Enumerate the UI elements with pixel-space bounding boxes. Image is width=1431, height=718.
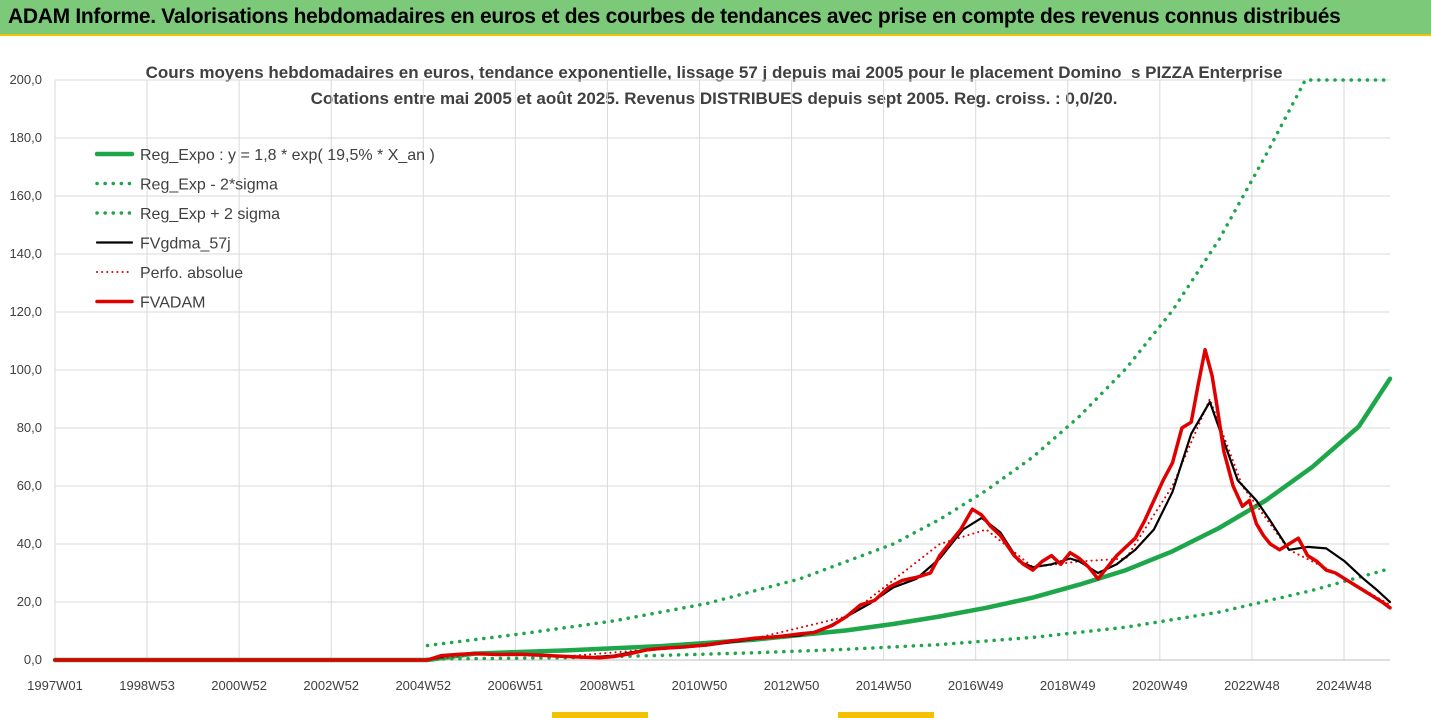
x-tick-label: 2004W52	[395, 678, 451, 693]
legend-label: FVgdma_57j	[140, 236, 231, 253]
x-tick-label: 2016W49	[948, 678, 1004, 693]
x-tick-label: 2022W48	[1224, 678, 1280, 693]
gridlines	[54, 79, 1390, 661]
chart-title: Cours moyens hebdomadaires en euros, ten…	[146, 63, 1283, 82]
y-axis: 0,0 20,0 40,0 60,0 80,0 100,0 120,0 140,0 160,0 1…	[9, 72, 42, 667]
x-tick-label: 2018W49	[1040, 678, 1096, 693]
scroll-marker-right	[838, 712, 934, 718]
x-tick-label: 2000W52	[211, 678, 267, 693]
chart-background	[0, 36, 1431, 718]
legend-label: FVADAM	[140, 295, 205, 312]
series-line	[425, 78, 1392, 648]
series-lines	[52, 78, 1393, 663]
legend-label: Reg_Expo : y = 1,8 * exp( 19,5% * X_an )	[140, 147, 435, 164]
scroll-marker-left	[552, 712, 648, 718]
x-tick-label: 2008W51	[580, 678, 636, 693]
x-tick-label: 2024W48	[1316, 678, 1372, 693]
legend-label: Perfo. absolue	[140, 265, 243, 282]
y-tick-label: 0,0	[24, 652, 42, 667]
chart-subtitle: Cotations entre mai 2005 et août 2025. R…	[311, 89, 1118, 108]
legend: Reg_Expo : y = 1,8 * exp( 19,5% * X_an )…	[94, 147, 435, 312]
series-line	[52, 376, 1393, 663]
y-tick-label: 200,0	[9, 72, 42, 87]
y-tick-label: 160,0	[9, 188, 42, 203]
report-title: ADAM Informe. Valorisations hebdomadaire…	[8, 5, 1341, 28]
x-axis: 1997W01 1998W53 2000W52 2002W52 2004W52 2006W…	[27, 678, 1372, 693]
series-line	[54, 398, 1391, 661]
x-tick-label: 2014W50	[856, 678, 912, 693]
report-banner: ADAM Informe. Valorisations hebdomadaire…	[0, 0, 1431, 36]
x-tick-label: 2010W50	[672, 678, 728, 693]
x-tick-label: 2020W49	[1132, 678, 1188, 693]
chart: Cours moyens hebdomadaires en euros, ten…	[0, 36, 1431, 718]
y-tick-label: 20,0	[17, 594, 42, 609]
y-tick-label: 80,0	[17, 420, 42, 435]
y-tick-label: 100,0	[9, 362, 42, 377]
y-tick-label: 40,0	[17, 536, 42, 551]
y-tick-label: 180,0	[9, 130, 42, 145]
x-tick-label: 1998W53	[119, 678, 175, 693]
legend-label: Reg_Exp - 2*sigma	[140, 177, 278, 194]
x-tick-label: 2002W52	[303, 678, 359, 693]
x-tick-label: 2012W50	[764, 678, 820, 693]
y-tick-label: 120,0	[9, 304, 42, 319]
x-tick-label: 1997W01	[27, 678, 83, 693]
series-line	[425, 566, 1392, 661]
y-tick-label: 60,0	[17, 478, 42, 493]
x-tick-label: 2006W51	[488, 678, 544, 693]
series-line	[53, 347, 1392, 662]
y-tick-label: 140,0	[9, 246, 42, 261]
legend-label: Reg_Exp + 2 sigma	[140, 206, 280, 223]
